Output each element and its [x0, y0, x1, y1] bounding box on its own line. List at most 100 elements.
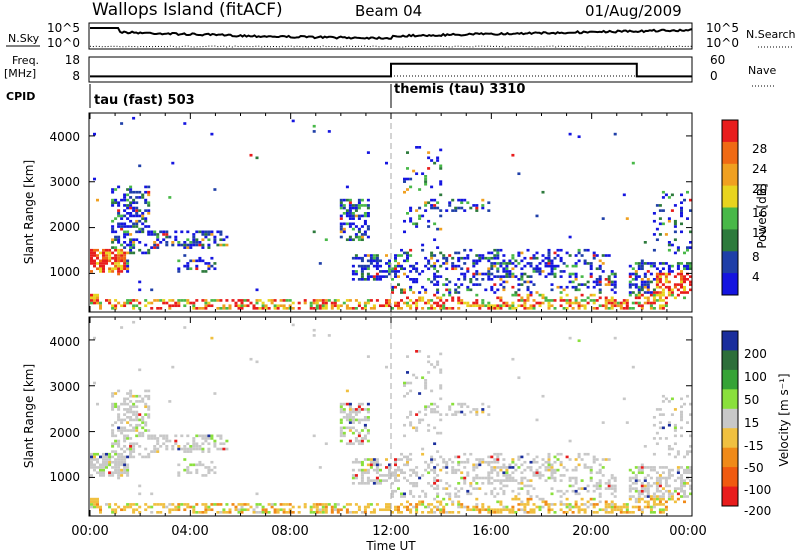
velocity-cell — [520, 482, 524, 485]
velocity-cell — [658, 484, 662, 488]
power-cell — [469, 278, 473, 281]
velocity-cell — [508, 474, 512, 477]
velocity-cell — [165, 445, 169, 448]
power-cell — [445, 262, 449, 265]
power-cell — [517, 251, 521, 255]
velocity-cell — [484, 460, 488, 464]
power-cell — [433, 307, 437, 310]
power-cell — [397, 264, 401, 268]
power-cell — [415, 262, 419, 265]
velocity-cell — [207, 508, 211, 512]
power-cell — [93, 248, 97, 252]
power-cell — [415, 307, 419, 310]
velocity-cell — [123, 400, 127, 403]
velocity-cell — [436, 360, 440, 364]
power-cell — [162, 230, 166, 234]
power-cell — [120, 270, 124, 273]
velocity-cell — [207, 442, 211, 446]
velocity-cell — [96, 497, 100, 501]
power-cell — [520, 304, 524, 308]
velocity-cell — [478, 511, 482, 514]
power-cell — [351, 256, 355, 260]
power-cell — [427, 201, 431, 205]
velocity-cell — [673, 489, 677, 493]
velocity-cell — [646, 482, 650, 485]
power-cell — [123, 267, 127, 271]
power-cell — [427, 301, 431, 305]
velocity-cell — [138, 445, 142, 448]
velocity-cell — [303, 503, 307, 506]
velocity-cell — [333, 508, 337, 512]
power-cell — [147, 248, 151, 252]
velocity-cell — [369, 458, 373, 461]
velocity-cell — [360, 418, 364, 422]
velocity-cell — [201, 447, 205, 451]
velocity-cell — [520, 463, 524, 467]
velocity-cell — [174, 505, 178, 509]
velocity-cell — [454, 471, 458, 475]
power-cell — [354, 209, 358, 212]
power-cell — [676, 262, 680, 265]
power-cell — [433, 267, 437, 271]
velocity-cell — [490, 482, 494, 485]
power-cell — [385, 301, 389, 305]
velocity-cell — [565, 503, 569, 506]
power-cell — [466, 201, 470, 205]
velocity-cell — [592, 484, 596, 488]
power-cell — [123, 246, 127, 249]
power-cell — [680, 291, 684, 294]
power-cell — [523, 304, 527, 308]
velocity-cell — [375, 458, 379, 461]
power-cell — [234, 304, 238, 308]
power-cell — [318, 262, 322, 265]
power-cell — [412, 169, 416, 173]
velocity-cell — [354, 408, 358, 411]
xtick-1: 04:00 — [171, 524, 208, 539]
power-cell — [144, 225, 148, 228]
velocity-cell — [655, 431, 659, 435]
power-cell — [207, 243, 211, 247]
velocity-cell — [601, 474, 605, 477]
power-cell — [559, 259, 563, 263]
power-cell — [348, 299, 352, 302]
velocity-cell — [592, 458, 596, 461]
power-cell — [487, 256, 491, 260]
power-cell — [565, 264, 569, 268]
power-cell — [655, 227, 659, 231]
power-cell — [502, 254, 506, 257]
power-cell — [204, 270, 208, 273]
velocity-cell — [571, 468, 575, 472]
velocity-cell — [469, 484, 473, 488]
power-cell — [99, 267, 103, 271]
power-cell — [153, 233, 157, 236]
velocity-cell — [120, 402, 124, 406]
power-cell — [574, 272, 578, 276]
velocity-ytick-3000: 3000 — [49, 380, 80, 394]
power-cell — [189, 259, 193, 263]
power-cell — [150, 307, 154, 310]
velocity-cell — [658, 413, 662, 416]
power-cell — [117, 185, 121, 189]
power-cell — [640, 293, 644, 297]
power-cell — [577, 307, 581, 310]
power-cell — [607, 280, 611, 284]
power-cell — [418, 188, 422, 191]
velocity-cell — [547, 463, 551, 467]
velocity-cell — [460, 405, 464, 409]
velocity-cell — [123, 505, 127, 509]
power-cell — [613, 132, 617, 136]
power-cell — [667, 288, 671, 292]
velocity-cell — [631, 511, 635, 514]
power-cell — [138, 190, 142, 194]
power-cell — [357, 278, 361, 281]
power-cell — [237, 299, 241, 302]
power-cell — [680, 214, 684, 218]
power-cell — [680, 272, 684, 276]
velocity-cell — [168, 503, 172, 506]
velocity-cell — [523, 503, 527, 506]
velocity-cell — [138, 452, 142, 456]
velocity-cell — [643, 495, 647, 498]
power-cell — [129, 243, 133, 247]
power-cell — [499, 296, 503, 300]
power-cell — [680, 278, 684, 281]
